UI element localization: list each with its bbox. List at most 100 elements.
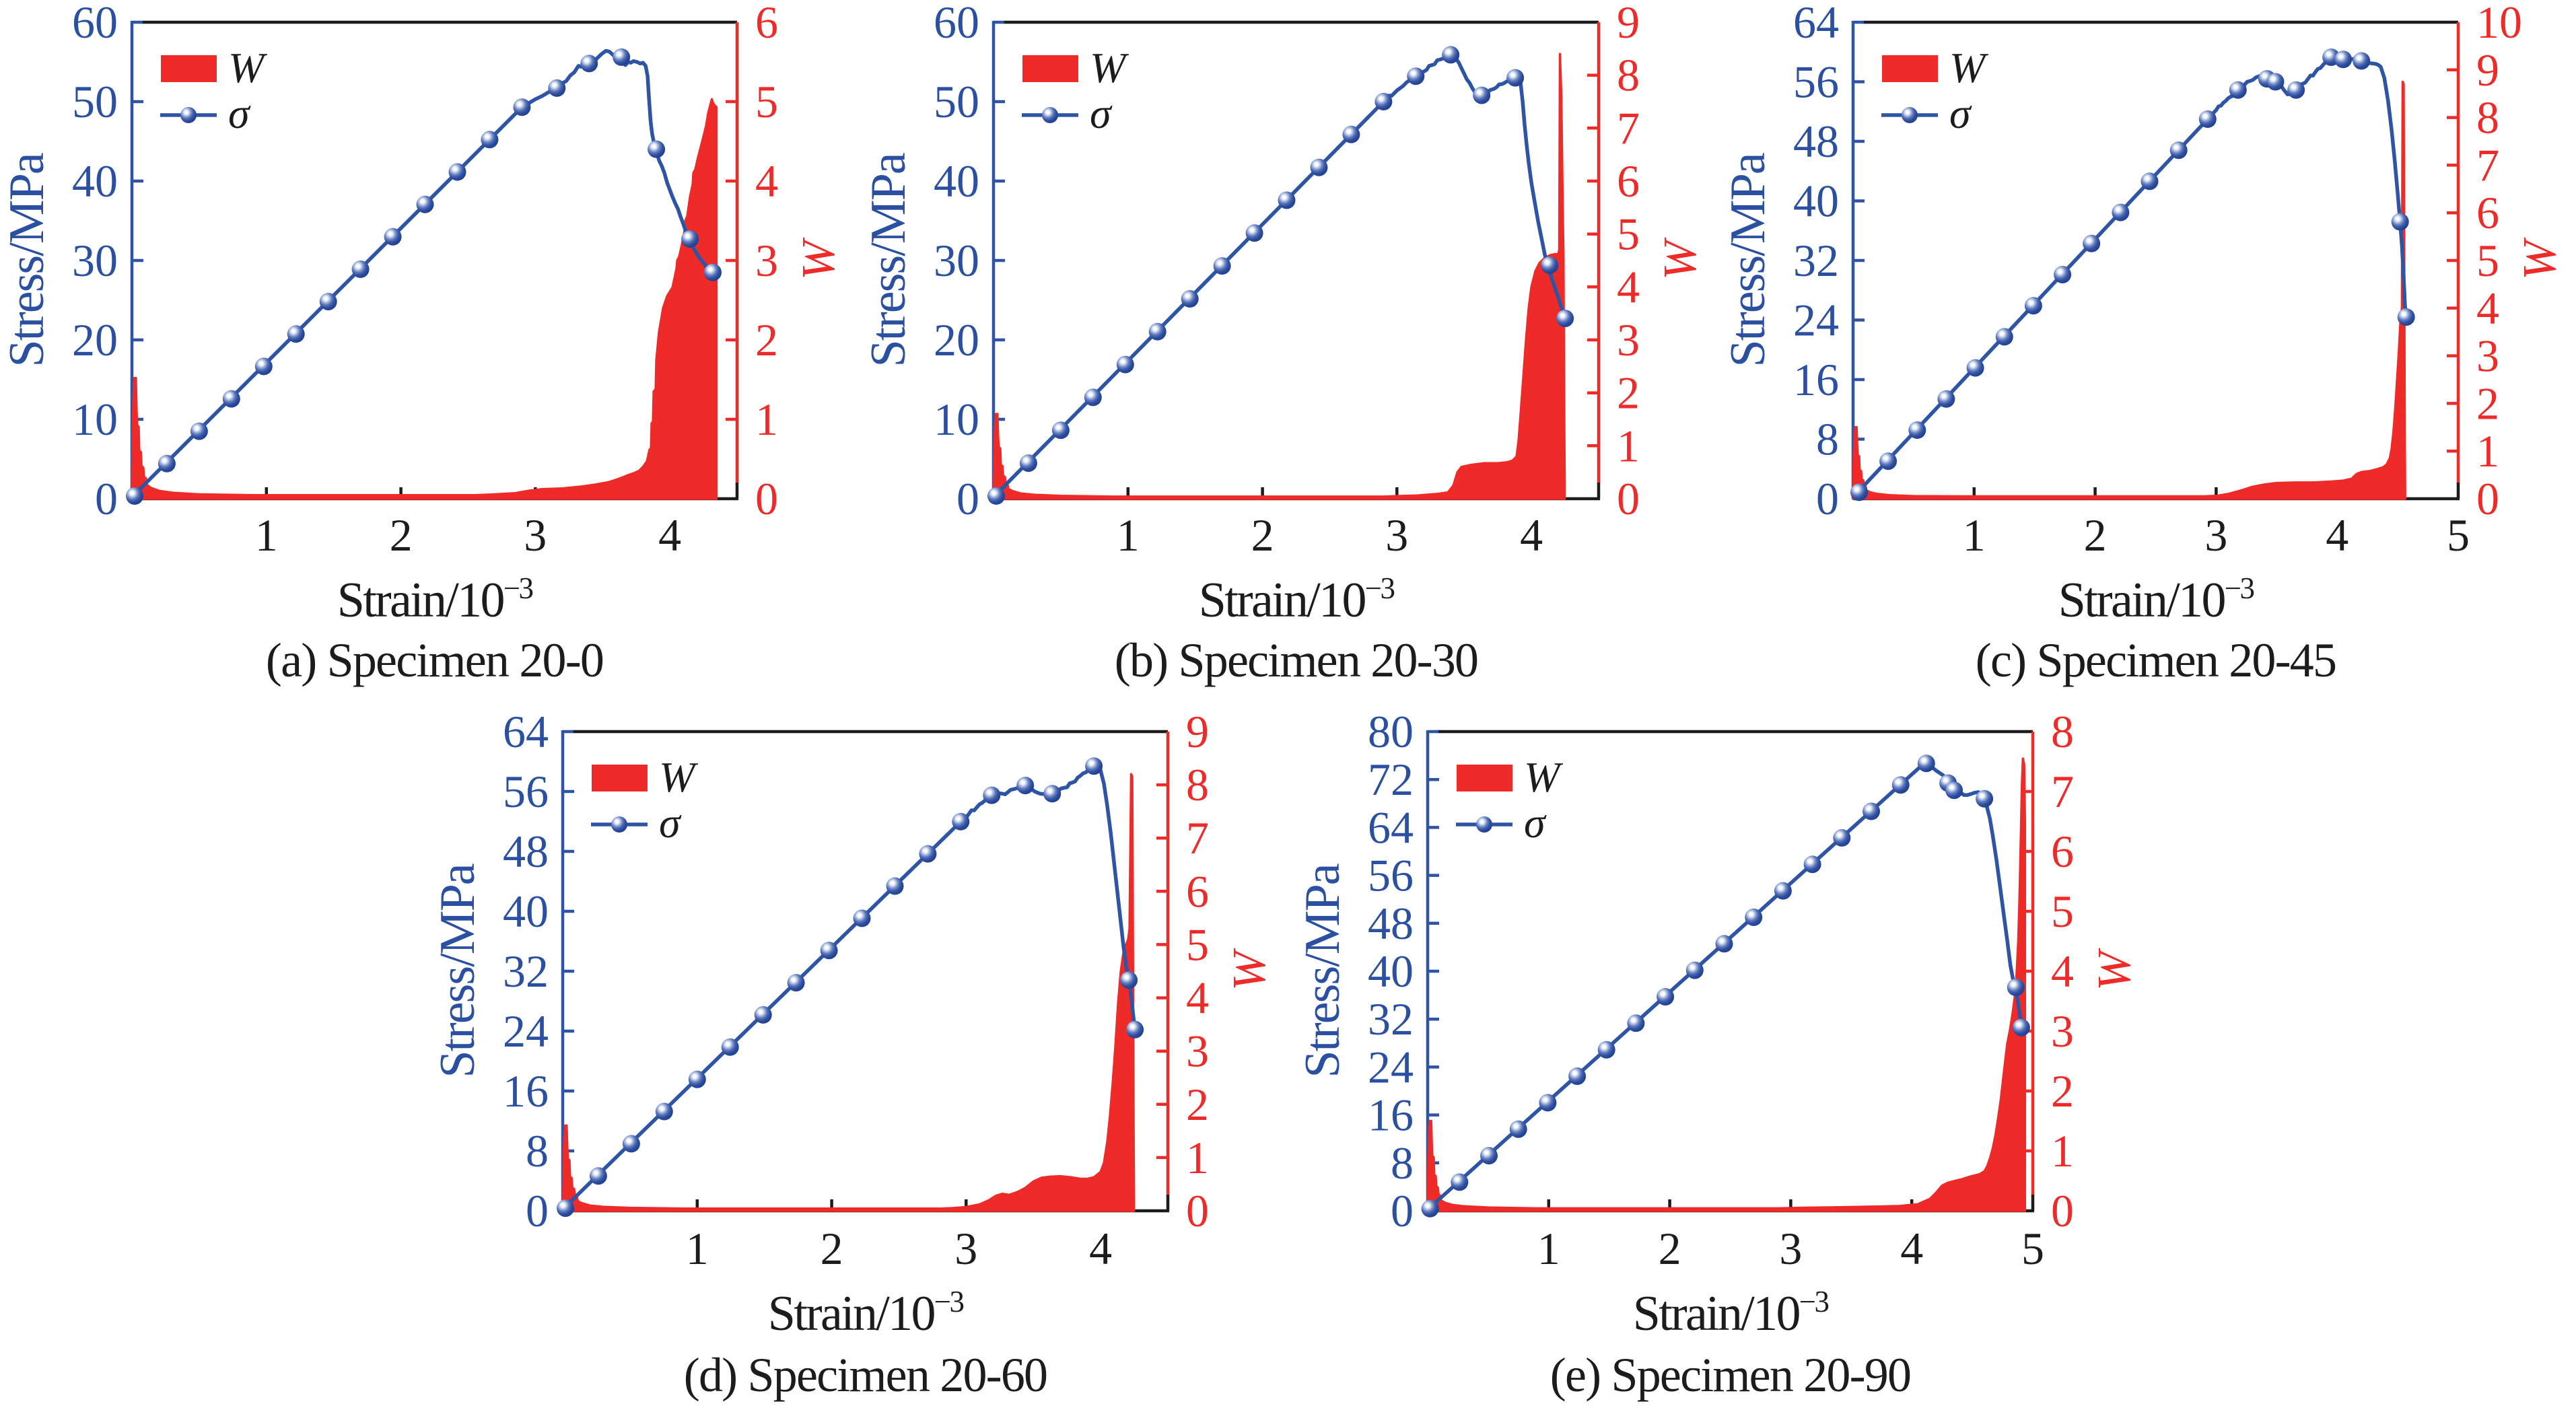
svg-text:1: 1: [1186, 1132, 1209, 1183]
svg-text:0: 0: [526, 1185, 549, 1236]
svg-text:3: 3: [2051, 1006, 2074, 1057]
svg-text:50: 50: [72, 76, 118, 127]
svg-text:(e) Specimen 20-90: (e) Specimen 20-90: [1550, 1348, 1910, 1402]
svg-text:0: 0: [755, 473, 778, 524]
svg-text:8: 8: [2051, 706, 2074, 757]
svg-text:Stress/MPa: Stress/MPa: [1295, 864, 1350, 1078]
svg-text:60: 60: [72, 0, 118, 48]
svg-text:6: 6: [2476, 187, 2499, 238]
svg-text:40: 40: [1793, 176, 1839, 227]
svg-text:16: 16: [1793, 354, 1839, 405]
svg-text:4: 4: [1617, 261, 1640, 312]
svg-text:2: 2: [1251, 509, 1274, 561]
svg-text:2: 2: [1617, 367, 1640, 419]
svg-text:10: 10: [934, 394, 979, 445]
svg-text:40: 40: [934, 155, 979, 207]
svg-text:7: 7: [2476, 139, 2499, 190]
svg-text:32: 32: [1793, 235, 1839, 286]
svg-text:1: 1: [1537, 1223, 1560, 1274]
svg-text:7: 7: [2051, 766, 2074, 817]
svg-text:72: 72: [1368, 754, 1414, 805]
svg-text:0: 0: [1816, 473, 1839, 524]
svg-text:7: 7: [1617, 102, 1640, 153]
svg-text:3: 3: [1385, 509, 1408, 561]
svg-text:5: 5: [2051, 886, 2074, 937]
svg-text:W: W: [228, 44, 268, 92]
svg-text:Stress/MPa: Stress/MPa: [0, 153, 55, 367]
svg-text:0: 0: [1186, 1185, 1209, 1236]
svg-text:0: 0: [1617, 473, 1640, 524]
svg-text:6: 6: [755, 0, 778, 48]
svg-text:56: 56: [503, 766, 549, 817]
svg-text:3: 3: [2204, 509, 2227, 561]
svg-text:40: 40: [1368, 946, 1414, 997]
svg-text:σ: σ: [659, 799, 682, 847]
svg-text:3: 3: [755, 235, 778, 286]
svg-text:5: 5: [755, 76, 778, 127]
svg-text:16: 16: [503, 1065, 549, 1117]
svg-text:4: 4: [658, 509, 681, 561]
svg-text:5: 5: [1186, 919, 1209, 970]
svg-text:1: 1: [2051, 1125, 2074, 1176]
svg-text:64: 64: [503, 706, 549, 757]
svg-text:48: 48: [1793, 116, 1839, 167]
svg-text:5: 5: [2021, 1223, 2044, 1274]
svg-text:4: 4: [2326, 509, 2348, 561]
svg-text:6: 6: [2051, 826, 2074, 877]
svg-text:2: 2: [1659, 1223, 1681, 1274]
svg-text:64: 64: [1793, 0, 1839, 48]
svg-text:W: W: [1524, 753, 1564, 801]
svg-text:7: 7: [1186, 812, 1209, 864]
svg-text:1: 1: [1963, 509, 1986, 561]
svg-text:3: 3: [1186, 1026, 1209, 1077]
svg-text:0: 0: [2051, 1185, 2074, 1236]
svg-text:1: 1: [255, 509, 278, 561]
svg-text:1: 1: [1617, 420, 1640, 471]
svg-text:56: 56: [1368, 850, 1414, 901]
svg-text:0: 0: [95, 473, 118, 524]
svg-text:3: 3: [1617, 314, 1640, 365]
svg-text:9: 9: [1186, 706, 1209, 757]
svg-text:10: 10: [2476, 0, 2522, 48]
svg-text:20: 20: [934, 314, 979, 365]
svg-text:Strain/10−3: Strain/10−3: [1199, 571, 1395, 628]
svg-text:2: 2: [755, 314, 778, 365]
svg-text:Strain/10−3: Strain/10−3: [768, 1285, 964, 1341]
svg-text:Stress/MPa: Stress/MPa: [861, 153, 916, 367]
svg-text:0: 0: [956, 473, 979, 524]
svg-text:3: 3: [1779, 1223, 1802, 1274]
svg-text:4: 4: [1089, 1223, 1112, 1274]
svg-text:(c) Specimen 20-45: (c) Specimen 20-45: [1976, 633, 2336, 687]
svg-text:30: 30: [72, 235, 118, 286]
svg-text:24: 24: [1368, 1041, 1414, 1092]
svg-text:Strain/10−3: Strain/10−3: [2058, 571, 2254, 628]
svg-text:(d) Specimen 20-60: (d) Specimen 20-60: [684, 1348, 1047, 1402]
svg-text:2: 2: [2476, 378, 2499, 429]
svg-text:4: 4: [2476, 283, 2499, 334]
svg-text:4: 4: [1900, 1223, 1923, 1274]
svg-text:5: 5: [2476, 235, 2499, 286]
svg-text:48: 48: [1368, 898, 1414, 949]
svg-text:24: 24: [1793, 295, 1839, 346]
svg-text:1: 1: [2476, 425, 2499, 477]
svg-text:30: 30: [934, 235, 979, 286]
svg-text:64: 64: [1368, 802, 1414, 853]
svg-text:8: 8: [526, 1125, 549, 1176]
svg-text:6: 6: [1186, 866, 1209, 917]
svg-text:16: 16: [1368, 1090, 1414, 1141]
svg-text:4: 4: [1186, 973, 1209, 1024]
svg-text:40: 40: [503, 886, 549, 937]
svg-text:1: 1: [1117, 509, 1140, 561]
svg-text:(a) Specimen 20-0: (a) Specimen 20-0: [266, 633, 603, 687]
svg-text:40: 40: [72, 155, 118, 207]
svg-text:σ: σ: [1524, 799, 1547, 847]
svg-text:W: W: [1949, 44, 1989, 92]
svg-text:60: 60: [934, 0, 979, 48]
svg-text:10: 10: [72, 394, 118, 445]
svg-text:48: 48: [503, 826, 549, 877]
svg-text:32: 32: [1368, 993, 1414, 1045]
svg-text:W: W: [1655, 237, 1706, 280]
svg-text:3: 3: [524, 509, 547, 561]
svg-text:8: 8: [1617, 50, 1640, 101]
svg-text:2: 2: [390, 509, 413, 561]
